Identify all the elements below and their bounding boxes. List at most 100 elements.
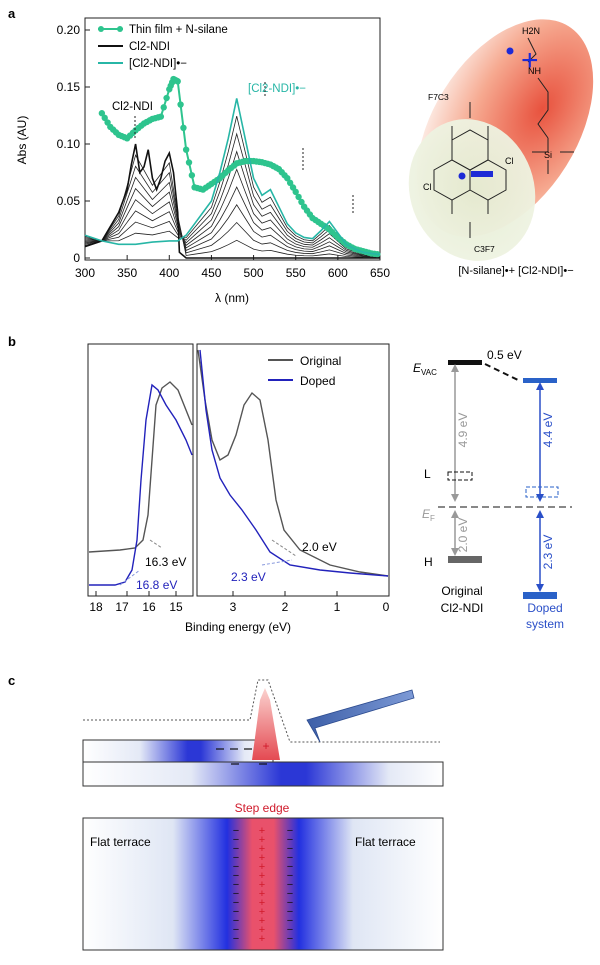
afm-tip [306, 689, 415, 743]
negative-charge: − [287, 906, 293, 918]
tick-3: 3 [230, 600, 237, 614]
x-tick-label-a: 350 [117, 266, 137, 280]
negative-charge: − [233, 933, 239, 945]
positive-charge: + [259, 897, 265, 909]
orig-label-1: Original [441, 584, 482, 598]
tick-15: 15 [169, 600, 183, 614]
negative-charge: − [233, 861, 239, 873]
plot-frame-a [84, 17, 381, 261]
data-point-thin-film [157, 113, 165, 120]
x-tick-label-a: 550 [286, 266, 306, 280]
data-point-thin-film [185, 159, 193, 166]
x-tick-label-a: 300 [75, 266, 95, 280]
annotation-anion: [Cl2-NDI]•− [248, 83, 306, 95]
negative-charge: − [287, 834, 293, 846]
x-tick-label-a: 600 [328, 266, 348, 280]
x-tick-label-a: 450 [201, 266, 221, 280]
original-curve-right [197, 349, 389, 577]
tick-1: 1 [334, 600, 341, 614]
positive-charge: + [259, 888, 265, 900]
flat-terrace-left: Flat terrace [90, 835, 151, 849]
positive-charge: + [259, 933, 265, 945]
panel-a-chart: 300 350 400 450 500 550 600 650 0 0.05 0.10 0.15 0.2… [15, 17, 390, 305]
energy-diagram: EVAC 0.5 eV 4.9 eV 4.4 eV L EF 2.0 eV 2.… [413, 348, 572, 631]
upper-terrace [82, 739, 274, 763]
x-tick-label-a: 400 [159, 266, 179, 280]
n-silane-molecule [527, 37, 574, 174]
positive-charge: + [259, 870, 265, 882]
intermediate-trace [84, 168, 381, 257]
y-tick-label-a: 0.15 [57, 80, 81, 94]
data-point-thin-film [177, 101, 184, 108]
atom-h2n: H2N [522, 26, 540, 36]
series-line-2 [84, 98, 381, 256]
negative-charge: − [233, 915, 239, 927]
negative-charge: − [287, 888, 293, 900]
negative-charge: − [287, 870, 293, 882]
positive-charge: + [259, 843, 265, 855]
ndi-molecule [433, 102, 507, 238]
lumo-label: L [424, 467, 431, 481]
data-point-thin-film [182, 146, 190, 153]
data-point-thin-film [101, 114, 108, 122]
legend-item-cl2ndi: Cl2-NDI [129, 41, 170, 53]
lumo-level-doped [525, 486, 559, 498]
tick-17: 17 [115, 600, 129, 614]
doped-curve-right [199, 349, 389, 577]
data-point-thin-film [160, 104, 167, 111]
y-tick-label-a: 0 [73, 251, 80, 265]
negative-charge: − [233, 825, 239, 837]
negative-charge: − [287, 915, 293, 927]
doped-label-2: system [526, 617, 564, 631]
panel-b-chart: 18 17 16 15 3 2 1 0 Binding energy (eV) … [87, 343, 390, 634]
data-point-thin-film [180, 124, 187, 132]
negative-charge: − [233, 924, 239, 936]
intermediate-trace [84, 165, 381, 258]
green-ellipse [408, 119, 536, 261]
legend-item-thin-film: Thin film + N-silane [129, 24, 228, 36]
negative-charge: − [233, 897, 239, 909]
panel-c-top-view: Step edge Flat terrace Flat terrace − −+−… [82, 801, 444, 951]
positive-charge: + [259, 825, 265, 837]
plot-frame-b-right [196, 343, 390, 597]
negative-charge: − [287, 852, 293, 864]
positive-charge: + [259, 924, 265, 936]
lumo-level-original [447, 471, 473, 481]
plot-frame-b-left [87, 343, 194, 597]
lower-layer [82, 761, 444, 787]
negative-charge: − [287, 897, 293, 909]
legend-a: Thin film + N-silane Cl2-NDI [Cl2-NDI]•− [98, 24, 228, 70]
atom-cl-left: Cl [423, 182, 432, 192]
legend-original: Original [300, 354, 341, 368]
doped-label-1: Doped [527, 601, 562, 615]
minus-sign [471, 171, 493, 177]
panel-label-c: c [8, 673, 15, 688]
evac-level-original [448, 360, 482, 365]
evac-level-doped [523, 378, 557, 383]
scheme-caption: [N-silane]•+ [Cl2-NDI]•− [458, 265, 573, 277]
svg-text:+: + [262, 739, 269, 753]
atom-f7c3: F7C3 [428, 92, 449, 102]
annotation-cl2ndi: Cl2-NDI [112, 101, 153, 113]
terrace-top-view [82, 817, 444, 951]
annotation-16-3: 16.3 eV [145, 555, 186, 569]
y-tick-label-a: 0.20 [57, 23, 81, 37]
x-axis-label-a: λ (nm) [215, 291, 249, 305]
negative-charge: − [287, 879, 293, 891]
negative-charge: − [287, 924, 293, 936]
positive-charge: + [259, 879, 265, 891]
atom-si: Si [544, 150, 552, 160]
data-point-thin-film [188, 172, 196, 179]
negative-charge: − [233, 888, 239, 900]
radical-dot-ndi [458, 172, 466, 180]
orig-gap-label: 4.9 eV [456, 413, 470, 448]
data-point-thin-film [292, 188, 299, 196]
data-point-thin-film [174, 78, 181, 85]
data-point-thin-film [98, 110, 106, 117]
negative-charge: − [287, 861, 293, 873]
legend-item-anion: [Cl2-NDI]•− [129, 58, 187, 70]
negative-charge: − [233, 870, 239, 882]
scheme-a: H2N NH Si + F7C3 C3F7 Cl Cl [N-silane]•+… [408, 19, 594, 277]
x-tick-label-a: 500 [244, 266, 264, 280]
y-tick-label-a: 0.05 [57, 194, 81, 208]
